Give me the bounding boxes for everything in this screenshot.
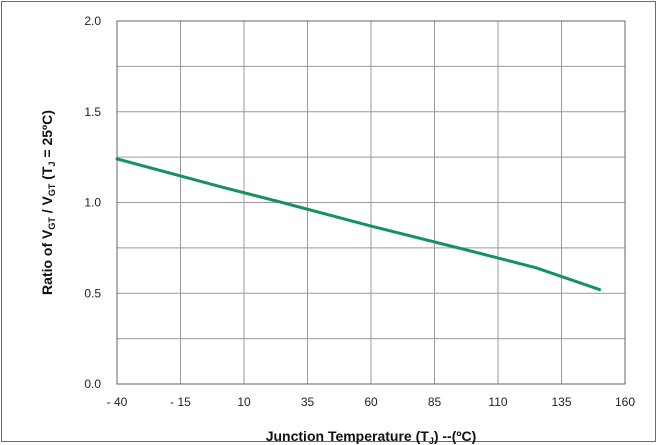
x-tick-label: 135	[551, 395, 571, 409]
plot-border	[116, 20, 626, 385]
y-tick-label: 0.5	[84, 286, 101, 300]
y-axis-title: Ratio of VGT / VGT (TJ = 25ºC)	[39, 110, 57, 295]
y-tick-label: 0.0	[84, 377, 101, 391]
grid	[116, 20, 626, 385]
y-tick-label: 1.5	[84, 105, 101, 119]
y-axis-title-p3: (T	[39, 166, 55, 184]
x-axis-title-main: Junction Temperature (T	[266, 428, 430, 444]
x-tick-label: 60	[364, 395, 378, 409]
tick-labels: - 40 - 15 10 35 60 85 110 135 160 0.0 0.5 1.0 1.5 2.0	[84, 14, 635, 409]
x-tick-label: - 40	[107, 395, 128, 409]
series-layer	[115, 157, 602, 292]
y-axis-title-s3: J	[47, 161, 57, 166]
y-axis-title-p1: Ratio of V	[39, 229, 55, 295]
y-axis-title-p2: / V	[39, 195, 55, 217]
y-axis-title-p4: = 25ºC)	[39, 110, 55, 161]
x-tick-label: 35	[301, 395, 315, 409]
x-tick-label: 85	[428, 395, 442, 409]
y-axis-title-s2: GT	[47, 183, 57, 196]
y-axis-title-s1: GT	[47, 217, 57, 230]
series-line-0	[115, 157, 602, 292]
x-tick-label: 10	[237, 395, 251, 409]
y-tick-label: 2.0	[84, 14, 101, 28]
x-axis-title-tail: ) --(ºC)	[434, 428, 476, 444]
x-axis-title: Junction Temperature (TJ) --(ºC)	[266, 428, 477, 445]
y-tick-label: 1.0	[84, 196, 101, 210]
x-axis-title-sub: J	[429, 436, 434, 445]
x-tick-label: 110	[488, 395, 507, 409]
x-tick-label: - 15	[170, 395, 191, 409]
x-tick-label: 160	[615, 395, 635, 409]
